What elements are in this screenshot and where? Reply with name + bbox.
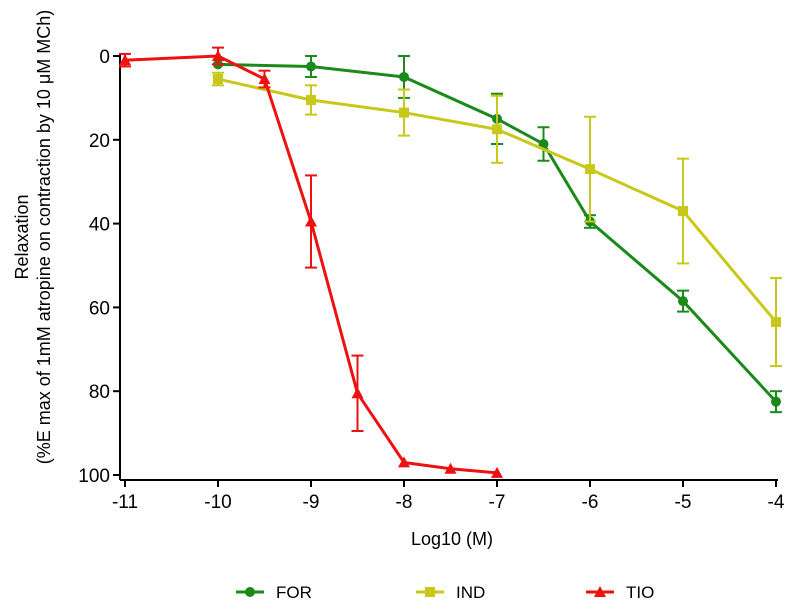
legend-label: TIO: [626, 583, 654, 602]
tio-point: [491, 466, 503, 478]
for-point: [538, 138, 549, 149]
x-ticks: -11 -10 -9 -8 -7 -6 -5 -4: [112, 480, 785, 513]
for-line: [217, 62, 778, 403]
x-axis-title: Log10 (M): [411, 529, 493, 549]
for-point: [771, 396, 781, 407]
legend-item-for: FOR: [236, 583, 312, 602]
legend-marker: [245, 587, 255, 597]
y-tick-label: 0: [99, 47, 110, 68]
legend-label: IND: [456, 583, 485, 602]
y-tick-label: 40: [89, 215, 110, 236]
x-tick-label: -6: [582, 492, 599, 513]
x-tick-label: -11: [112, 492, 138, 513]
y-tick-label: 100: [78, 466, 110, 487]
x-tick-label: -8: [396, 492, 413, 513]
y-axis-title-line2: (%E max of 1mM atropine on contraction b…: [34, 10, 54, 465]
legend-item-tio: TIO: [586, 583, 654, 602]
ind-point: [585, 164, 595, 175]
tio-line: [124, 54, 498, 475]
legend: FOR IND TIO: [236, 583, 654, 602]
tio-point: [119, 54, 131, 66]
ind-point: [771, 317, 781, 328]
series-tio: [119, 46, 503, 478]
tio-point: [212, 50, 224, 61]
tio-point: [305, 215, 317, 227]
tio-point: [351, 387, 364, 399]
plot-area: [119, 46, 782, 478]
y-tick-label: 20: [89, 131, 110, 152]
ind-point: [492, 124, 502, 135]
legend-label: FOR: [276, 583, 312, 602]
y-ticks: 0 20 40 60 80 100: [78, 47, 120, 487]
axes: [119, 54, 778, 481]
y-tick-label: 60: [89, 298, 110, 319]
x-tick-label: -4: [768, 492, 785, 513]
ind-point: [213, 74, 223, 85]
x-tick-label: -10: [204, 492, 231, 513]
ind-point: [678, 206, 688, 217]
ind-point: [399, 107, 409, 118]
for-point: [399, 71, 409, 82]
x-tick-label: -7: [489, 492, 506, 513]
legend-marker: [594, 586, 606, 597]
legend-marker: [425, 587, 435, 597]
legend-item-ind: IND: [416, 583, 485, 602]
for-point: [306, 61, 316, 72]
tio-point: [398, 456, 410, 468]
tio-point: [258, 73, 271, 85]
x-tick-label: -9: [303, 492, 320, 513]
ind-point: [306, 94, 316, 105]
for-point: [678, 296, 688, 307]
y-tick-label: 80: [89, 382, 110, 403]
tio-point: [444, 462, 457, 474]
series-ind: [212, 71, 782, 368]
y-axis-title-line1: Relaxation: [12, 194, 32, 279]
x-tick-label: -5: [675, 492, 692, 513]
